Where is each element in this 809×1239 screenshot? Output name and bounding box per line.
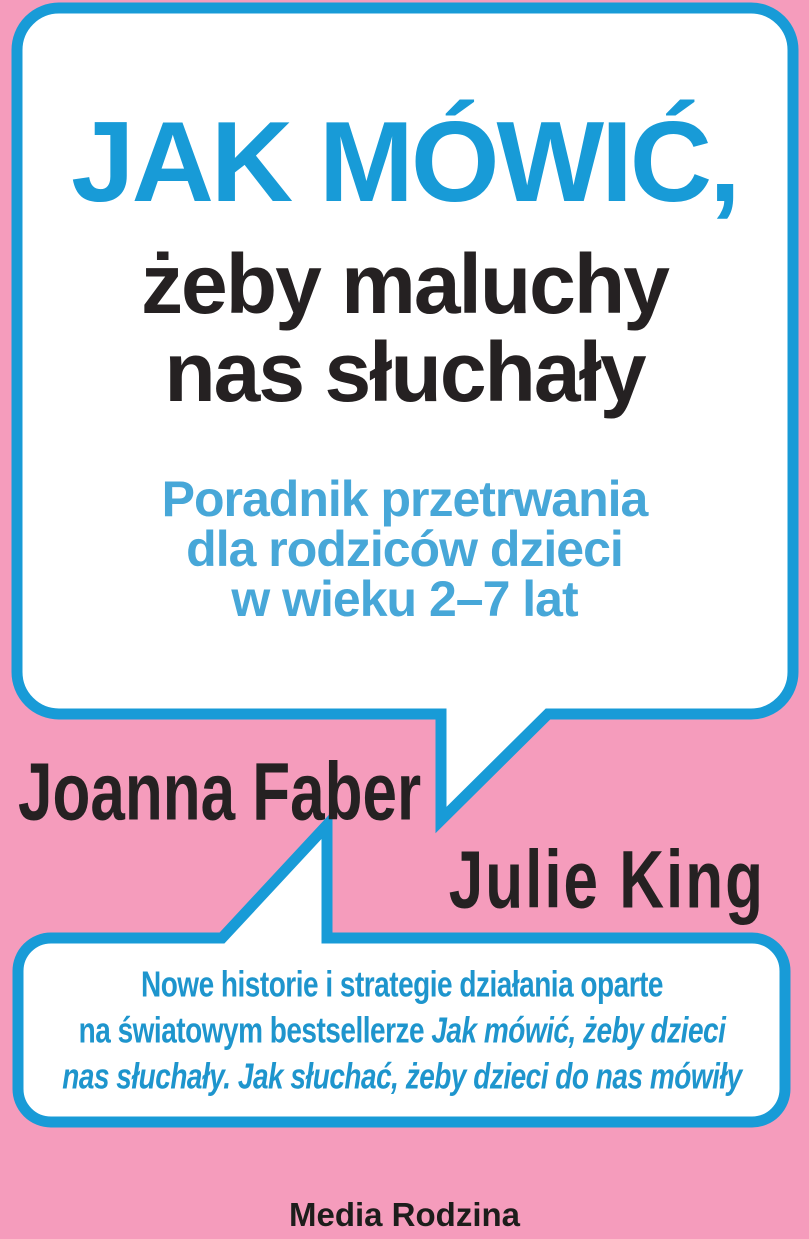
tagline-line-1: Nowe historie i strategie działania opar… — [140, 964, 664, 1005]
subtitle-line-1: Poradnik przetrwania — [161, 471, 649, 527]
book-title-main: JAK MÓWIĆ, — [71, 99, 741, 226]
tagline-line-2-italic: Jak mówić, żeby dzieci — [431, 1010, 726, 1051]
book-subtitle: Poradnik przetrwania dla rodziców dzieci… — [0, 474, 809, 624]
tagline-line-2: na światowym bestsellerze Jak mówić, żeb… — [14, 1008, 790, 1054]
book-title-line3: nas słuchały — [164, 325, 646, 419]
subtitle-line-3: w wieku 2–7 lat — [231, 571, 578, 627]
author-name-joanna-faber: Joanna Faber — [18, 746, 422, 838]
book-title-line2: żeby maluchy — [141, 237, 670, 331]
top-speech-bubble — [11, 2, 799, 834]
book-title-secondary: żeby maluchy nas słuchały — [0, 240, 809, 416]
tagline-line-3: nas słuchały. Jak słuchać, żeby dzieci d… — [62, 1056, 742, 1097]
subtitle-line-2: dla rodziców dzieci — [186, 521, 624, 577]
tagline-line-2-normal: na światowym bestsellerze — [78, 1010, 432, 1051]
bottom-speech-bubble — [12, 811, 791, 1128]
author-name-julie-king: Julie King — [448, 834, 765, 926]
tagline-text: Nowe historie i strategie działania opar… — [14, 962, 790, 1100]
publisher-logo-text: Media Rodzina — [288, 1196, 521, 1233]
